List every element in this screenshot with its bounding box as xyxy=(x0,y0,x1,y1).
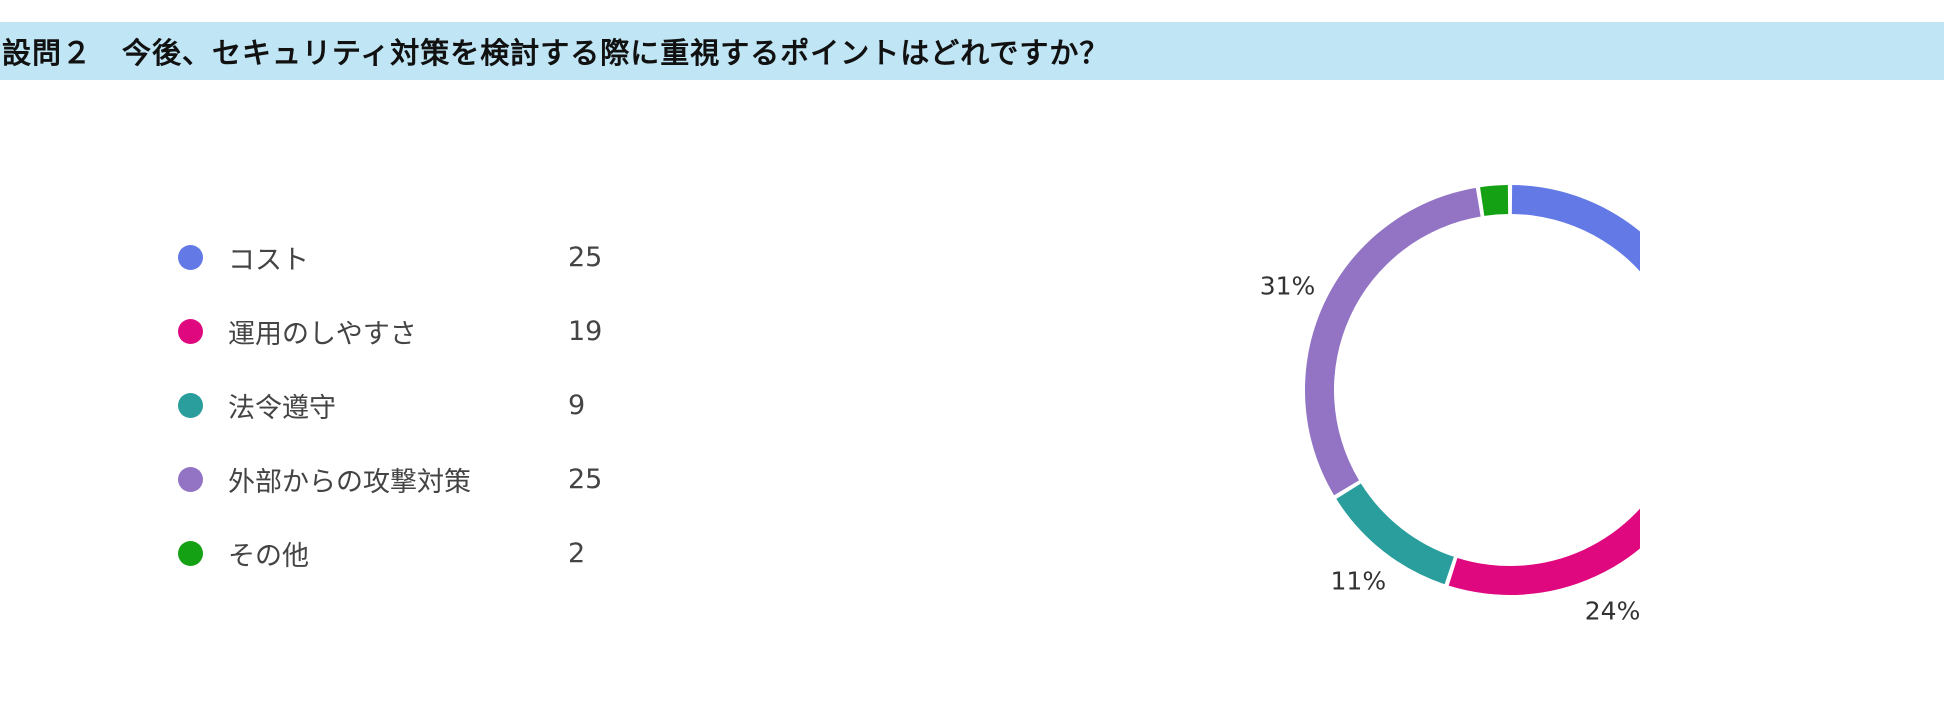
donut-slice xyxy=(1305,187,1481,496)
legend-item: コスト 25 xyxy=(178,220,638,294)
donut-slice xyxy=(1511,185,1640,272)
legend-color-dot xyxy=(178,392,203,418)
donut-slice xyxy=(1480,185,1509,216)
legend-item: 外部からの攻撃対策 25 xyxy=(178,442,638,516)
question-header: 設問２ 今後、セキュリティ対策を検討する際に重視するポイントはどれですか？ xyxy=(0,22,1944,80)
legend-color-dot xyxy=(178,540,203,566)
legend-color-dot xyxy=(178,318,203,344)
donut-chart: 31%24%11%31% xyxy=(1260,185,1640,625)
slice-percent-label: 31% xyxy=(1260,271,1316,300)
legend-label: その他 xyxy=(228,540,309,572)
legend-item: 法令遵守 9 xyxy=(178,368,638,442)
legend-color-dot xyxy=(178,244,203,270)
legend-value: 25 xyxy=(568,241,603,273)
legend-color-dot xyxy=(178,466,203,492)
legend-item: その他 2 xyxy=(178,516,638,590)
legend-label: 外部からの攻撃対策 xyxy=(228,466,471,498)
legend-label: コスト xyxy=(228,244,309,276)
legend-item: 運用のしやすさ 19 xyxy=(178,294,638,368)
slice-percent-label: 24% xyxy=(1585,596,1640,625)
donut-slice xyxy=(1336,483,1454,585)
donut-slice xyxy=(1448,508,1640,595)
legend-value: 9 xyxy=(568,389,586,421)
question-title: 設問２ 今後、セキュリティ対策を検討する際に重視するポイントはどれですか？ xyxy=(2,36,1110,70)
legend-value: 25 xyxy=(568,463,603,495)
legend-label: 運用のしやすさ xyxy=(228,318,417,350)
legend-label: 法令遵守 xyxy=(228,392,336,424)
legend-value: 2 xyxy=(568,537,586,569)
slice-percent-label: 11% xyxy=(1331,566,1387,595)
chart-legend: コスト 25 運用のしやすさ 19 法令遵守 9 外部からの攻撃対策 25 その他 2 xyxy=(178,220,638,590)
legend-value: 19 xyxy=(568,315,603,347)
